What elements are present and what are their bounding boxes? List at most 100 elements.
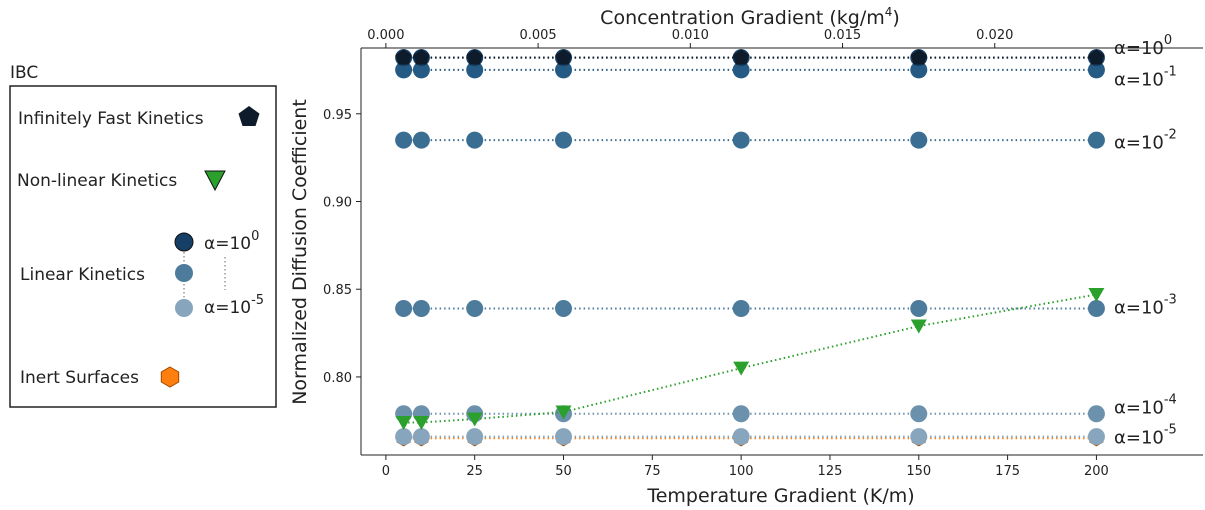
- linear-data-point: [412, 428, 430, 446]
- nonlinear-data-point: [733, 361, 750, 376]
- top-axis-title: Concentration Gradient (kg/m4): [600, 5, 900, 29]
- alpha-annotation: α=100: [1114, 33, 1172, 59]
- linear-data-point: [910, 300, 928, 318]
- legend-label-inert: Inert Surfaces: [20, 368, 139, 388]
- linear-data-point: [732, 428, 750, 446]
- linear-series: [395, 428, 1105, 446]
- linear-data-point: [1087, 405, 1105, 423]
- x-tick-label: 125: [818, 464, 843, 479]
- linear-data-point: [395, 131, 413, 149]
- alpha-annotation-exponent: -5: [1164, 422, 1177, 437]
- fast-series: [395, 49, 1105, 65]
- linear-data-point: [395, 61, 413, 79]
- linear-series: [395, 405, 1105, 423]
- linear-data-point: [732, 61, 750, 79]
- fast-data-point: [1088, 49, 1105, 65]
- legend-marker-linear-bottom: [175, 299, 193, 317]
- legend-marker-fast: [238, 106, 260, 126]
- y-ticks: 0.80 0.85 0.90 0.95: [323, 108, 361, 386]
- alpha-annotation-exponent: -3: [1164, 293, 1177, 308]
- legend-label-nonlinear: Non-linear Kinetics: [17, 171, 177, 191]
- alpha-annotation-exponent: -4: [1164, 393, 1177, 408]
- y-axis-title: Normalized Diffusion Coefficient: [289, 99, 311, 405]
- legend-marker-linear-mid: [175, 264, 193, 282]
- legend-label-fast: Infinitely Fast Kinetics: [18, 109, 204, 129]
- legend-linear-top-exp: 0: [251, 229, 259, 244]
- linear-series: [395, 61, 1105, 79]
- linear-data-point: [910, 428, 928, 446]
- linear-data-point: [555, 428, 573, 446]
- nonlinear-data-point: [395, 416, 412, 431]
- linear-data-point: [555, 61, 573, 79]
- alpha-annotation-base: α=10: [1114, 38, 1164, 59]
- alpha-annotation: α=10-2: [1114, 128, 1177, 154]
- top-x-tick-label: 0.010: [672, 28, 709, 43]
- top-axis-title-main: Concentration Gradient (kg/m: [600, 7, 885, 29]
- linear-data-point: [555, 131, 573, 149]
- x-tick-label: 0: [382, 464, 390, 479]
- x-tick-label: 25: [466, 464, 483, 479]
- x-tick-label: 75: [644, 464, 661, 479]
- top-x-ticks: 0.000 0.005 0.010 0.015 0.020: [367, 28, 1013, 48]
- nonlinear-data-point: [413, 416, 430, 431]
- alpha-annotation-base: α=10: [1114, 70, 1164, 91]
- y-tick-label: 0.90: [323, 196, 352, 211]
- alpha-annotation: α=10-5: [1114, 422, 1177, 448]
- linear-data-point: [395, 428, 413, 446]
- x-tick-label: 100: [729, 464, 754, 479]
- legend-linear-bottom-exp: -5: [251, 293, 264, 308]
- alpha-annotation-base: α=10: [1114, 298, 1164, 319]
- linear-data-point: [910, 405, 928, 423]
- nonlinear-data-point: [555, 405, 572, 420]
- top-x-tick-label: 0.020: [976, 28, 1013, 43]
- fast-data-point: [733, 49, 750, 65]
- linear-data-point: [1087, 61, 1105, 79]
- linear-data-point: [412, 61, 430, 79]
- linear-data-point: [412, 131, 430, 149]
- x-tick-label: 50: [555, 464, 572, 479]
- nonlinear-series-line: [403, 293, 1097, 424]
- fast-data-point: [555, 49, 572, 65]
- linear-data-point: [732, 405, 750, 423]
- legend-title: IBC: [10, 63, 38, 83]
- linear-data-point: [466, 131, 484, 149]
- alpha-annotation: α=10-1: [1114, 65, 1177, 91]
- x-ticks: 0 25 50 75 100 125 150 175 200: [382, 455, 1109, 479]
- top-x-tick-label: 0.005: [519, 28, 556, 43]
- legend-linear-bottom-label: α=10-5: [204, 293, 264, 318]
- y-tick-label: 0.85: [323, 283, 352, 298]
- legend-marker-nonlinear: [204, 170, 226, 192]
- fast-data-point: [910, 49, 927, 65]
- linear-data-point: [395, 300, 413, 318]
- alpha-annotation-exponent: -1: [1164, 65, 1177, 80]
- fast-data-point: [466, 49, 483, 65]
- linear-data-point: [910, 131, 928, 149]
- alpha-annotation-exponent: 0: [1164, 33, 1172, 48]
- legend-label-linear: Linear Kinetics: [20, 265, 145, 285]
- alpha-annotation-exponent: -2: [1164, 128, 1177, 143]
- top-axis-title-close: ): [892, 7, 899, 29]
- y-tick-label: 0.80: [323, 371, 352, 386]
- linear-data-point: [910, 61, 928, 79]
- legend-box: [9, 85, 277, 408]
- linear-data-point: [466, 428, 484, 446]
- legend-marker-linear-top: [174, 232, 194, 252]
- legend-linear-bottom-base: α=10: [204, 298, 251, 318]
- linear-data-point: [466, 300, 484, 318]
- linear-data-point: [1087, 428, 1105, 446]
- nonlinear-data-point: [910, 319, 927, 334]
- linear-data-point: [1087, 131, 1105, 149]
- legend-marker-inert: [160, 366, 180, 388]
- fast-data-point: [395, 49, 412, 65]
- linear-data-point: [732, 300, 750, 318]
- y-tick-label: 0.95: [323, 108, 352, 123]
- alpha-annotation: α=10-4: [1114, 393, 1177, 419]
- inert-series: [396, 430, 1104, 447]
- nonlinear-series: [395, 287, 1105, 431]
- linear-data-point: [412, 300, 430, 318]
- x-tick-label: 150: [906, 464, 931, 479]
- top-axis-title-sup: 4: [885, 5, 893, 19]
- x-tick-label: 200: [1084, 464, 1109, 479]
